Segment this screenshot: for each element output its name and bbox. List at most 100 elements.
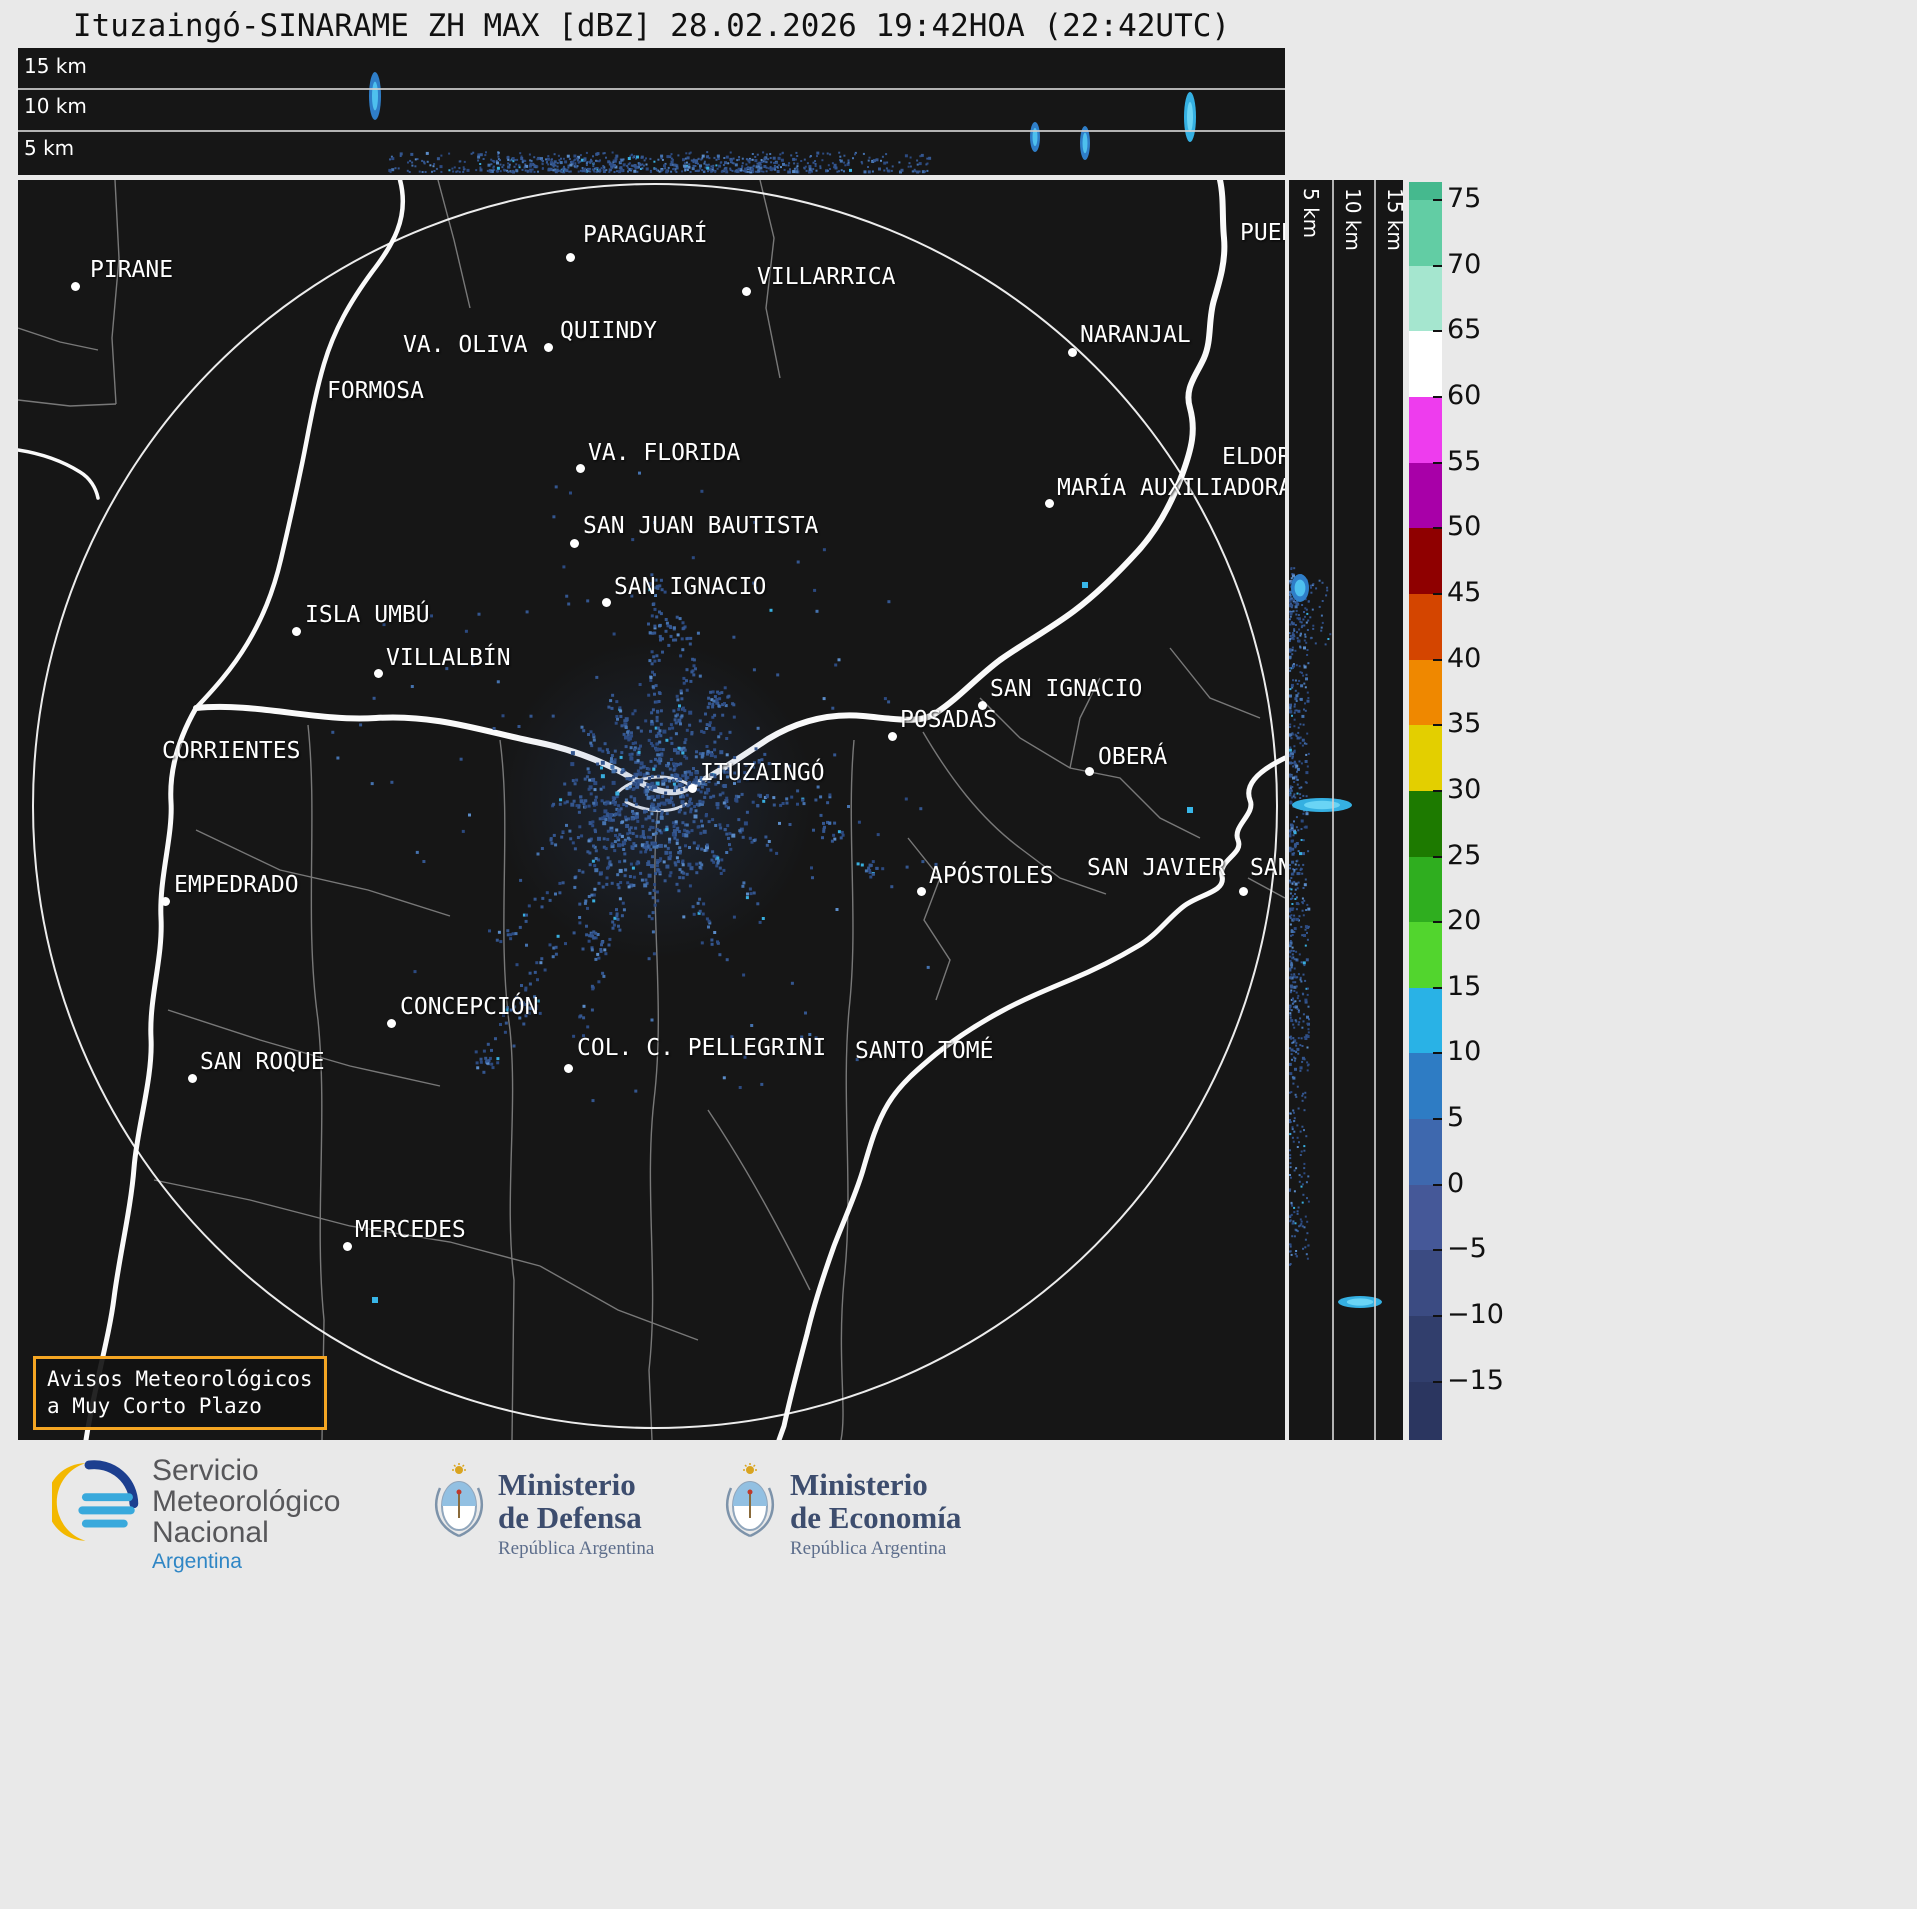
colorbar-segment [1409,1184,1442,1252]
city-label: QUIINDY [560,318,657,344]
colorbar-tick-label: 45 [1447,576,1482,608]
city-label: SAN JUAN BAUTISTA [583,513,819,539]
smn-logo [46,1458,140,1550]
city-label: SANTO TOMÉ [855,1038,994,1064]
smn-line1: Servicio [152,1454,259,1487]
height-gridline-5km-v [1332,180,1334,1440]
height-label-5km-v: 5 km [1299,188,1323,239]
colorbar-tick [1433,855,1442,858]
radar-range-ring [32,183,1278,1429]
colorbar-segment [1409,1381,1442,1440]
city-label: CORRIENTES [162,738,301,764]
colorbar-tick [1433,395,1442,398]
colorbar-tick-label: 20 [1447,905,1482,937]
height-gridline-10km [18,88,1285,90]
city-dot [387,1019,396,1028]
city-dot [1068,348,1077,357]
city-dot [161,897,170,906]
colorbar-tick-label: −10 [1447,1298,1504,1330]
height-label-5km: 5 km [24,136,75,160]
city-label: OBERÁ [1098,744,1168,770]
warning-line-1: Avisos Meteorológicos [47,1367,313,1391]
height-label-10km-v: 10 km [1341,188,1365,251]
city-dot [576,464,585,473]
colorbar-tick [1433,921,1442,924]
colorbar-tick-label: 50 [1447,511,1482,543]
city-label: PUER [1240,220,1285,246]
colorbar-tick [1433,264,1442,267]
colorbar-segment [1409,593,1442,661]
colorbar-tick-label: 5 [1447,1102,1465,1134]
colorbar-tick-label: −5 [1447,1233,1487,1265]
river-top-left [18,448,100,500]
colorbar-segment [1409,725,1442,792]
city-dot [71,282,80,291]
colorbar-segment [1409,856,1442,923]
city-label: POSADAS [900,707,997,733]
city-label: PIRANE [90,257,174,283]
colorbar-segment [1409,200,1442,267]
river-parana-south [83,705,199,1440]
city-dot [888,732,897,741]
defensa-crest-icon [432,1462,486,1550]
side-profile-canvas [1289,567,1382,1308]
radar-map-panel: PIRANE PARAGUARÍ VILLARRICA QUIINDY VA. OLIV… [18,180,1285,1440]
colorbar-segment [1409,922,1442,989]
colorbar-segment [1409,1250,1442,1317]
city-dot [1045,499,1054,508]
colorbar-tick-label: 65 [1447,314,1482,346]
economia-wordmark: Ministerio de Economía República Argenti… [790,1468,961,1560]
city-dot [1085,767,1094,776]
height-label-15km: 15 km [24,54,87,78]
city-dot [343,1242,352,1251]
economia-line1: Ministerio [790,1467,928,1502]
city-label: MERCEDES [355,1217,466,1243]
radar-echoes [331,471,1193,1303]
economia-sub: República Argentina [790,1538,947,1559]
city-label: COL. C. PELLEGRINI [577,1035,827,1061]
colorbar-tick-label: −15 [1447,1364,1504,1396]
city-label: SAN IGNACIO [614,574,767,600]
colorbar-tick [1433,658,1442,661]
top-profile-echoes [369,72,1196,174]
smn-country: Argentina [152,1550,242,1573]
colorbar-segment [1409,528,1442,595]
height-label-15km-v: 15 km [1383,188,1403,251]
colorbar-tick [1433,592,1442,595]
river-paraguay [193,180,406,711]
colorbar-tick-label: 35 [1447,708,1482,740]
colorbar-segment [1409,331,1442,398]
colorbar-segment [1409,659,1442,726]
city-label: VA. FLORIDA [588,440,741,466]
city-dot [292,627,301,636]
defensa-line2: de Defensa [498,1500,642,1535]
side-height-profile-panel: 5 km 10 km 15 km [1289,180,1403,1440]
colorbar-tick [1433,527,1442,530]
colorbar-tick [1433,461,1442,464]
radar-map-canvas [18,180,1285,1440]
colorbar-tick-label: 55 [1447,445,1482,477]
city-label: VILLALBÍN [386,645,511,671]
city-dot [188,1074,197,1083]
colorbar-tick [1433,1315,1442,1318]
city-label: FORMOSA [327,378,424,404]
city-label: NARANJAL [1080,322,1191,348]
colorbar-tick [1433,199,1442,201]
city-dot [917,887,926,896]
city-label: VILLARRICA [757,264,896,290]
city-dot [688,784,697,793]
city-dot [602,598,611,607]
city-label: VA. OLIVA [403,332,528,358]
city-label: PARAGUARÍ [583,222,708,248]
dbz-colorbar [1409,182,1442,1440]
colorbar-tick [1433,724,1442,727]
colorbar-tick-label: 40 [1447,642,1482,674]
city-label: SAN ROQUE [200,1049,325,1075]
warning-box: Avisos Meteorológicos a Muy Corto Plazo [33,1356,327,1430]
colorbar-segment [1409,396,1442,464]
colorbar-segment [1409,1119,1442,1186]
economia-line2: de Economía [790,1500,962,1535]
colorbar-tick [1433,1249,1442,1252]
city-label: SAN IGNACIO [990,676,1143,702]
colorbar-segment [1409,265,1442,333]
